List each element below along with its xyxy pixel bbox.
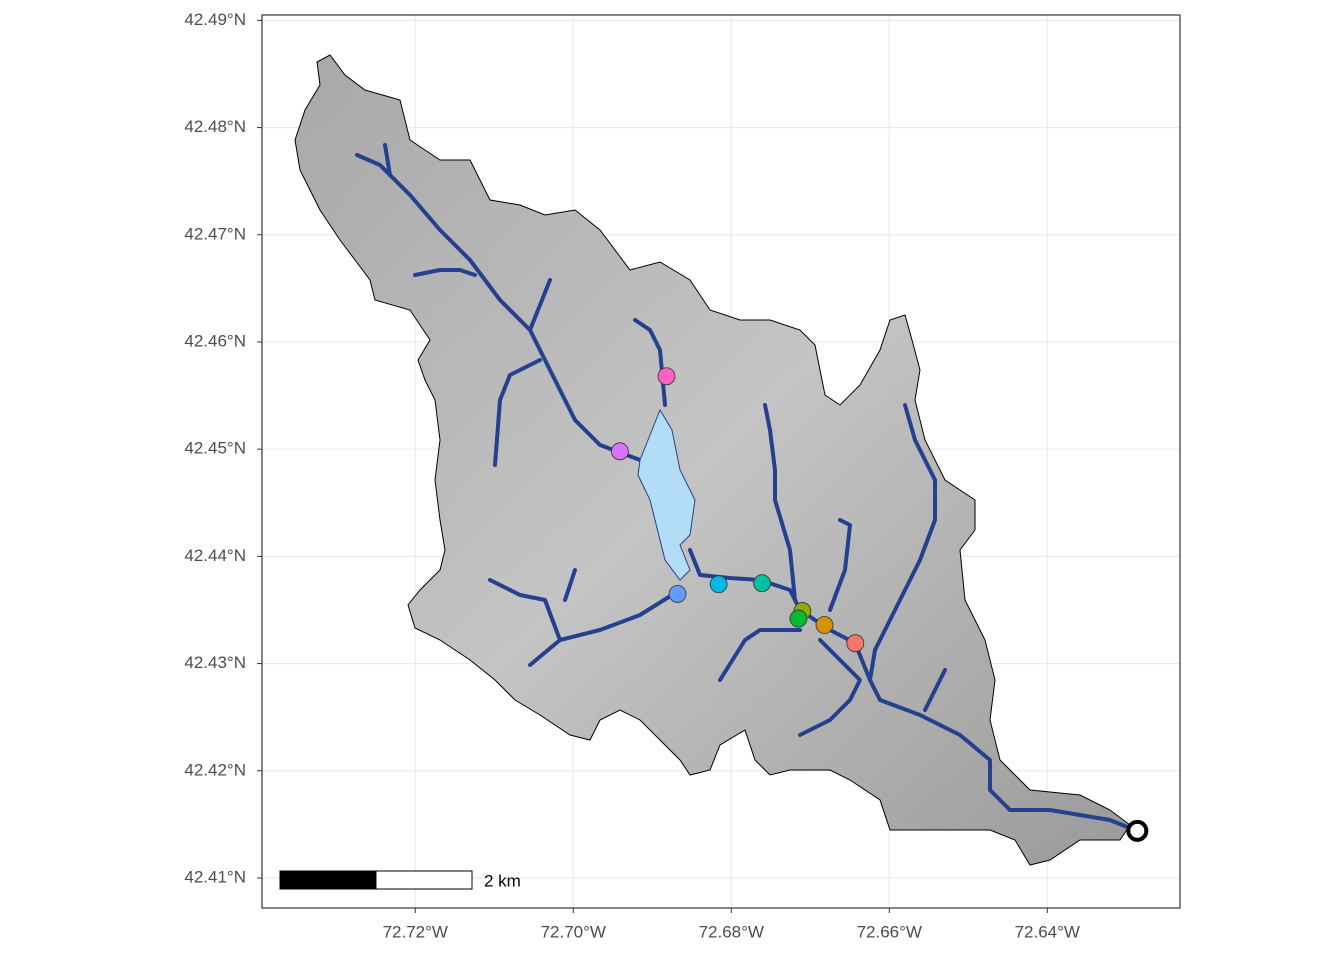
x-tick-label: 72.68°W [699, 922, 764, 941]
stream [718, 628, 802, 682]
x-tick-label: 72.64°W [1015, 922, 1080, 941]
streams [355, 143, 1139, 833]
point [668, 584, 687, 603]
stream [528, 588, 682, 667]
y-tick-label: 42.48°N [184, 117, 246, 136]
y-tick-label: 42.43°N [184, 653, 246, 672]
x-tick-label: 72.72°W [383, 922, 448, 941]
scale-bar-label: 2 km [484, 871, 521, 890]
point [753, 574, 771, 593]
stream [383, 143, 392, 177]
stream [355, 153, 642, 462]
point [846, 634, 865, 653]
point [789, 609, 808, 628]
panel-border [261, 14, 1181, 909]
stream [798, 638, 862, 737]
stream [868, 403, 937, 682]
y-tick-label: 42.45°N [184, 439, 246, 458]
stream [493, 358, 542, 467]
stream [563, 568, 577, 602]
scale-bar-white [375, 870, 473, 890]
lake [637, 408, 696, 581]
stream [763, 403, 797, 602]
y-tick-label: 42.49°N [184, 10, 246, 29]
point [610, 442, 629, 461]
x-tick-label: 72.66°W [857, 922, 922, 941]
stream [923, 668, 947, 712]
y-tick-label: 42.46°N [184, 331, 246, 350]
y-tick-label: 42.44°N [184, 546, 246, 565]
y-tick-label: 42.41°N [184, 867, 246, 886]
stream [528, 278, 552, 332]
stream [413, 268, 477, 277]
stream [488, 578, 562, 642]
x-tick-label: 72.70°W [541, 922, 606, 941]
y-tick-label: 42.42°N [184, 760, 246, 779]
stream [828, 518, 852, 612]
point [657, 367, 676, 386]
scale-bar-black [279, 870, 377, 890]
point [815, 616, 834, 634]
watershed [294, 54, 1131, 866]
point [709, 575, 728, 594]
outlet-point [1126, 819, 1149, 842]
y-tick-label: 42.47°N [184, 224, 246, 243]
